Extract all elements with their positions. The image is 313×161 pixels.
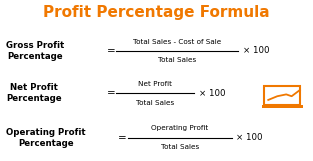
Text: × 100: × 100 [199,89,225,98]
Text: Net Profit
Percentage: Net Profit Percentage [6,83,62,103]
Text: Profit Percentage Formula: Profit Percentage Formula [43,5,270,20]
Text: Total Sales: Total Sales [161,144,199,150]
Text: =: = [107,46,115,56]
Text: Total Sales - Cost of Sale: Total Sales - Cost of Sale [133,38,221,44]
Text: Net Profit: Net Profit [138,81,172,87]
Bar [262,105,303,108]
Text: Operating Profit: Operating Profit [151,125,208,131]
Text: × 100: × 100 [236,133,263,142]
Text: Total Sales: Total Sales [136,99,174,106]
Text: =: = [107,88,115,98]
Text: Operating Profit
Percentage: Operating Profit Percentage [6,128,86,148]
Text: × 100: × 100 [243,46,269,55]
Text: Gross Profit
Percentage: Gross Profit Percentage [6,41,64,61]
Text: =: = [118,133,126,143]
Bar [264,86,300,105]
Text: Total Sales: Total Sales [158,57,196,63]
